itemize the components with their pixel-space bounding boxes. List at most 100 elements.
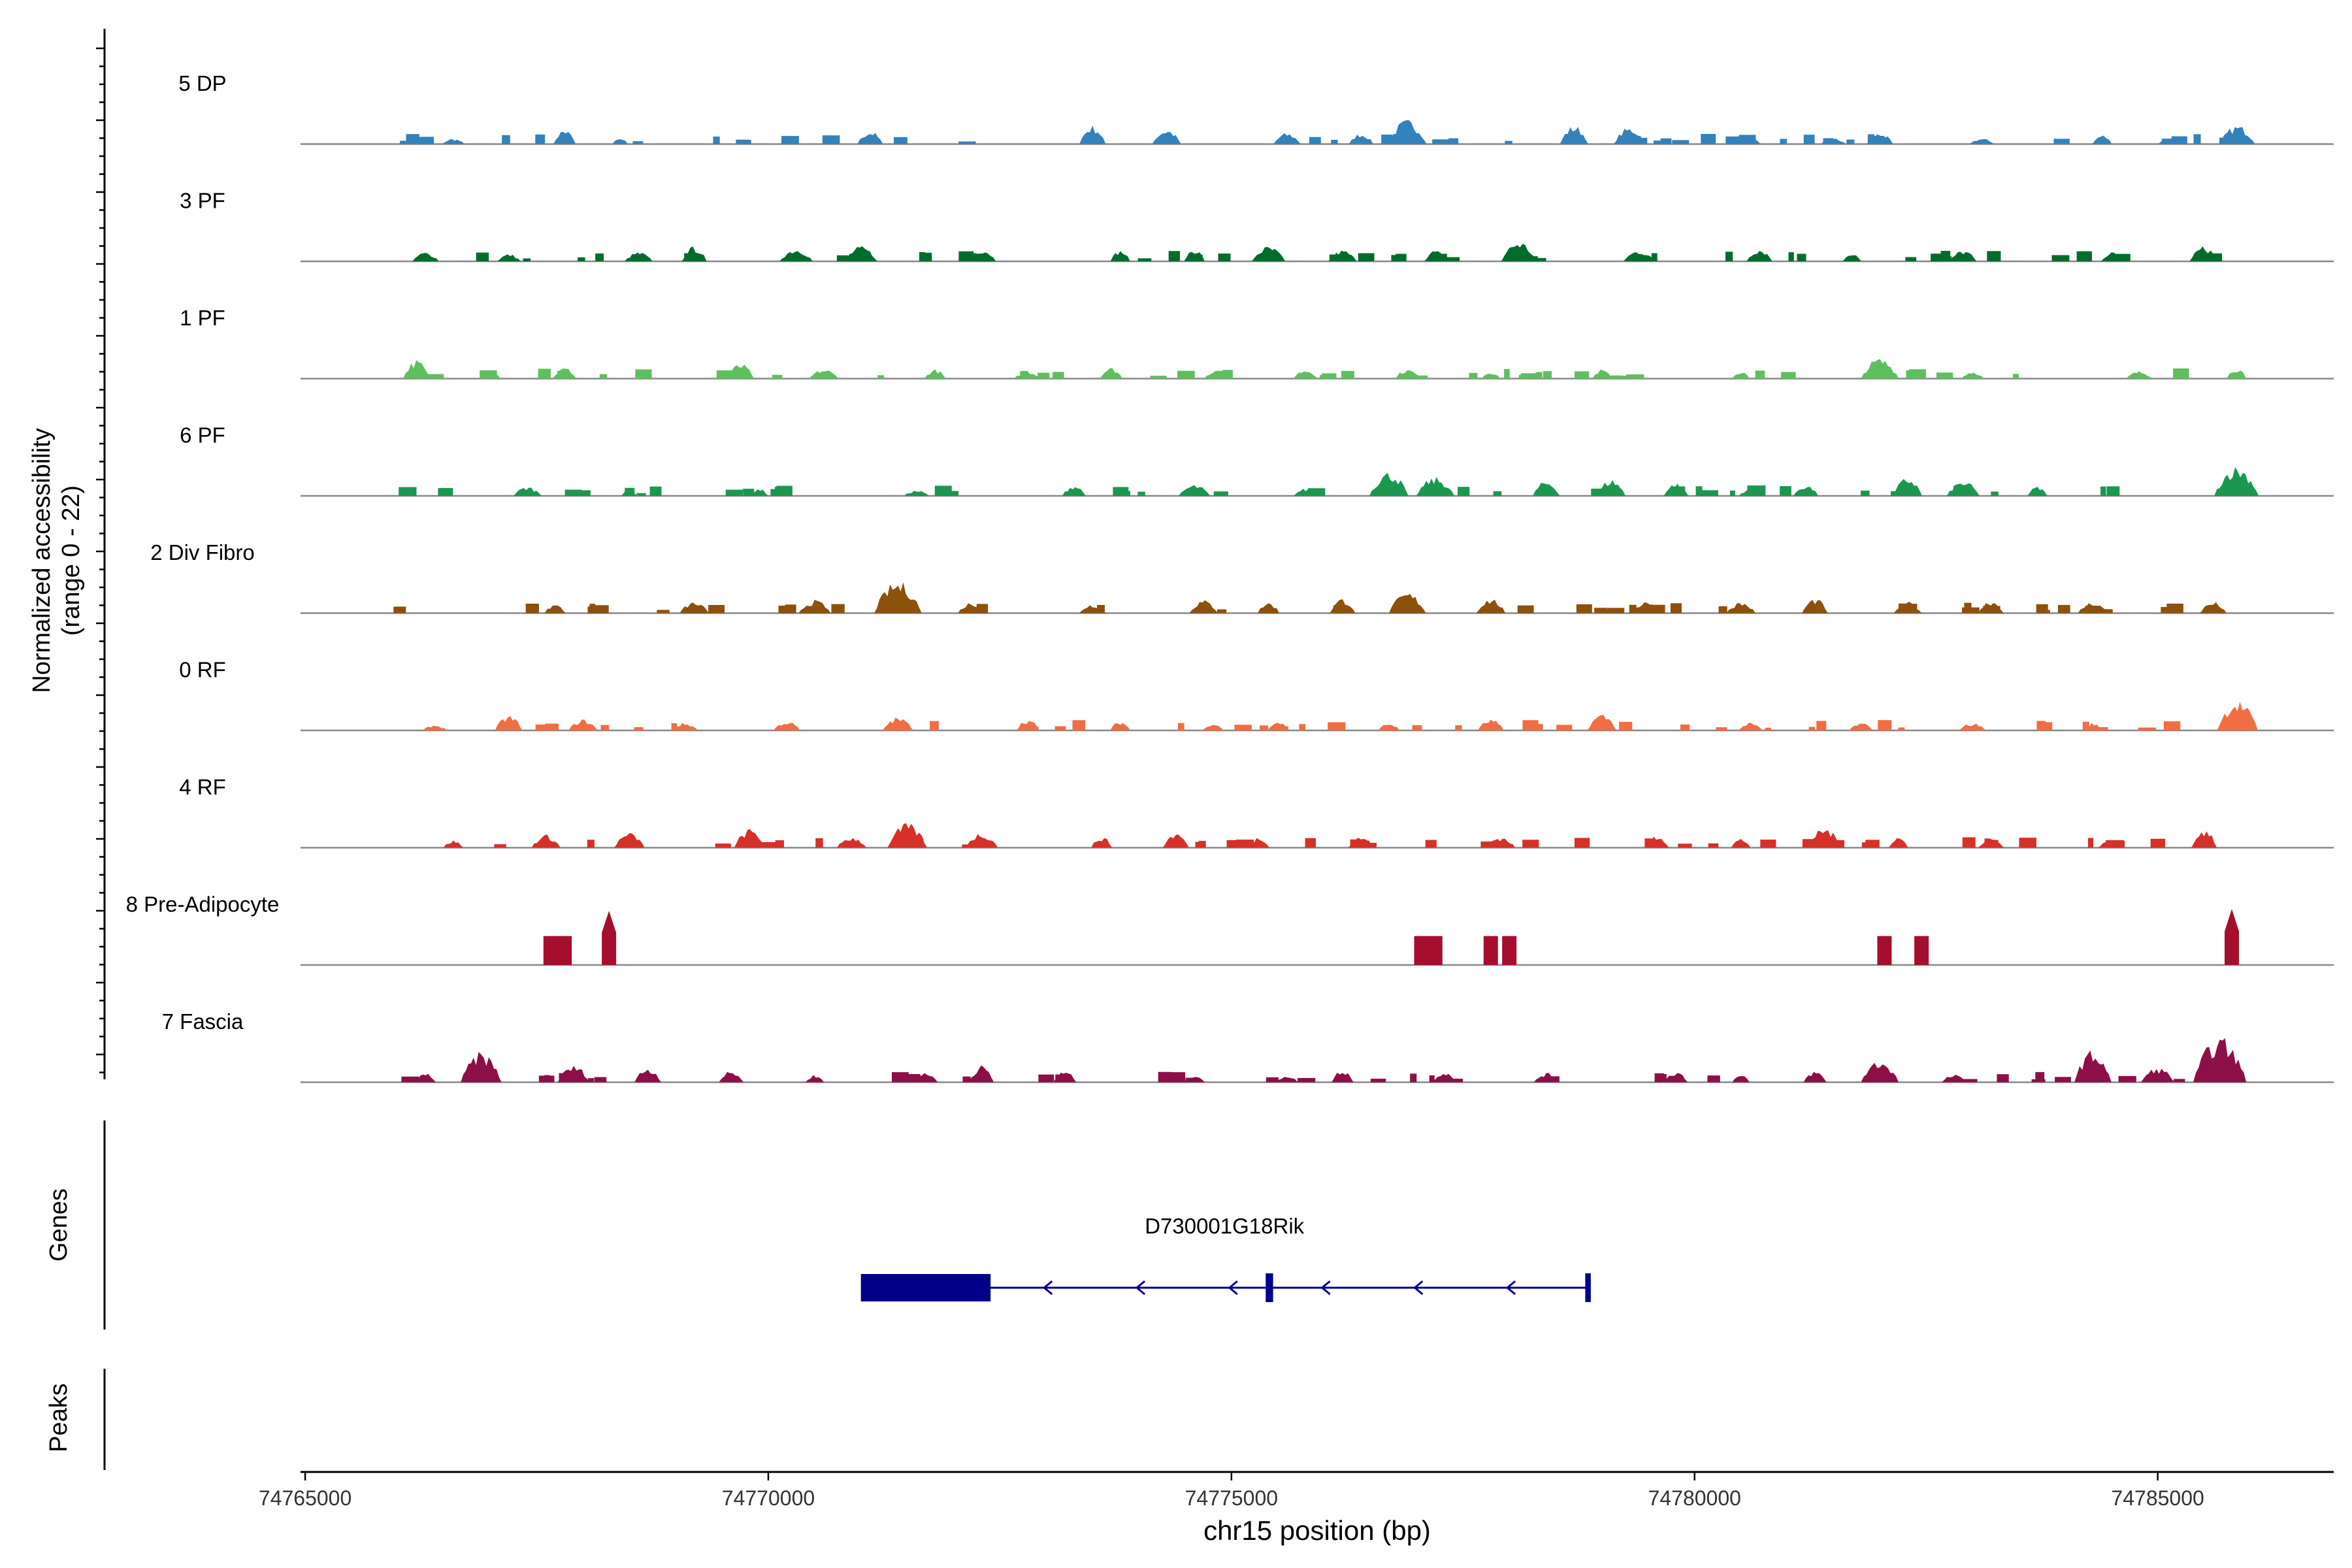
coverage-peak [1394,370,1420,379]
coverage-bin [657,610,670,613]
coverage-bin [1350,839,1367,848]
coverage-bin [1543,371,1552,379]
coverage-peak [568,719,598,730]
coverage-peak [1587,715,1617,730]
coverage-bin [1808,727,1815,730]
coverage-bin [2043,610,2050,613]
coverage-bin [1654,140,1671,144]
coverage-peak [2225,909,2239,965]
coverage-bin [1429,1075,1435,1083]
coverage-bin [1908,369,1926,379]
coverage-bin [1298,1078,1316,1083]
coverage-peak [1941,1075,1967,1083]
coverage-peak [543,936,558,965]
x-tick-label: 74785000 [2111,1486,2204,1510]
coverage-bin [484,1079,499,1083]
coverage-peak [679,602,709,613]
coverage-bin [1905,257,1917,261]
coverage-peak [1152,132,1181,144]
x-tick-label: 74770000 [722,1486,815,1510]
coverage-bin [2076,251,2092,261]
coverage-bin [1651,253,1658,261]
coverage-bin [578,257,585,261]
coverage-bin [1072,720,1086,730]
coverage-y-ticks [96,47,105,1073]
track-8: 7 Fascia [162,1009,2334,1083]
coverage-bin [736,139,749,144]
coverage-peak [1328,250,1357,261]
strand-arrow-icon [1228,1280,1238,1296]
coverage-bin [1358,253,1375,261]
coverage-bin [772,374,783,379]
coverage-bin [1678,843,1692,848]
coverage-bin [815,838,823,848]
coverage-bin [1414,375,1428,379]
coverage-peak [1502,936,1517,965]
coverage-bin [535,725,550,730]
coverage-bin [781,136,799,144]
coverage-bin [2013,374,2019,379]
coverage-bin [1780,486,1791,496]
coverage-bin [2210,256,2222,261]
coverage-bin [1518,374,1536,379]
coverage-peak [442,139,465,144]
coverage-bin [417,137,434,144]
coverage-peak [495,716,523,730]
coverage-bin [1185,1077,1200,1083]
coverage-bin [1575,371,1590,379]
coverage-bin [1997,1074,2009,1083]
coverage-peak [1099,368,1123,379]
coverage-bin [778,606,793,613]
coverage-peak [1731,839,1751,848]
coverage-bin [822,135,840,144]
coverage-bin [1446,257,1460,261]
coverage-bin [1396,253,1407,261]
coverage-peak [2214,466,2259,496]
coverage-peak [837,838,867,848]
coverage-bin [836,255,848,261]
coverage-bin [1672,486,1686,496]
coverage-peak [727,364,755,379]
coverage-bin [1053,372,1064,379]
coverage-bin [438,488,453,496]
coverage-bin [393,606,406,613]
coverage-bin [525,604,539,613]
coverage-bin [1531,257,1546,261]
coverage-bin [1536,724,1543,730]
coverage-peak [1249,838,1270,848]
coverage-bin [1725,136,1740,144]
coverage-peak [809,370,839,379]
coverage-bin [2193,134,2201,144]
coverage-bin [595,253,604,261]
coverage-peak [1378,725,1400,730]
coverage-bin [1898,727,1905,730]
track-6: 4 RF [179,775,2334,849]
coverage-bin [713,137,720,144]
coverage-bin [1853,257,1859,261]
track-0: 5 DP [178,71,2334,145]
coverage-peak [2141,1068,2175,1083]
coverage-bin [760,841,779,848]
coverage-bin [877,375,884,379]
coverage-bin [1575,838,1590,848]
coverage-bin [1716,727,1727,730]
coverage-peak [2092,135,2112,144]
coverage-bin [1707,1075,1720,1083]
coverage-bin [2173,368,2189,379]
track-2: 1 PF [180,306,2334,380]
coverage-bin [962,844,975,848]
coverage-bin [1546,1076,1560,1083]
coverage-bin [803,608,816,613]
coverage-bin [1277,727,1285,730]
coverage-bin [1878,1073,1889,1083]
coverage-peak [412,253,439,261]
coverage-peak [1802,600,1828,613]
coverage-bin [1439,258,1451,261]
coverage-bin [494,844,506,848]
coverage-bin [1729,490,1735,496]
coverage-peak [1726,603,1756,613]
coverage-bin [1217,609,1227,613]
coverage-peak [1293,371,1318,379]
coverage-bin [1517,605,1534,613]
coverage-tracks: 5 DP 3 PF 1 PF 6 PF 2 Div Fibro 0 RF 4 RF 8 Pre… [126,71,2334,1083]
